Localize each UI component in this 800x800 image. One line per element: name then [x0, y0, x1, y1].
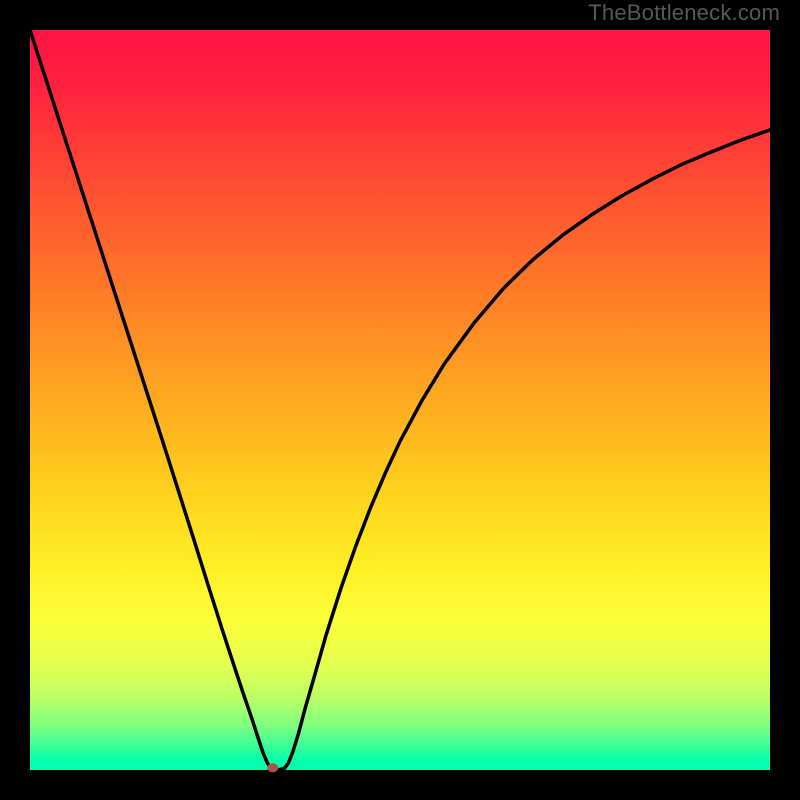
- plot-background: [30, 30, 770, 770]
- stage: TheBottleneck.com: [0, 0, 800, 800]
- optimum-marker: [267, 763, 278, 772]
- chart-canvas: [0, 0, 800, 800]
